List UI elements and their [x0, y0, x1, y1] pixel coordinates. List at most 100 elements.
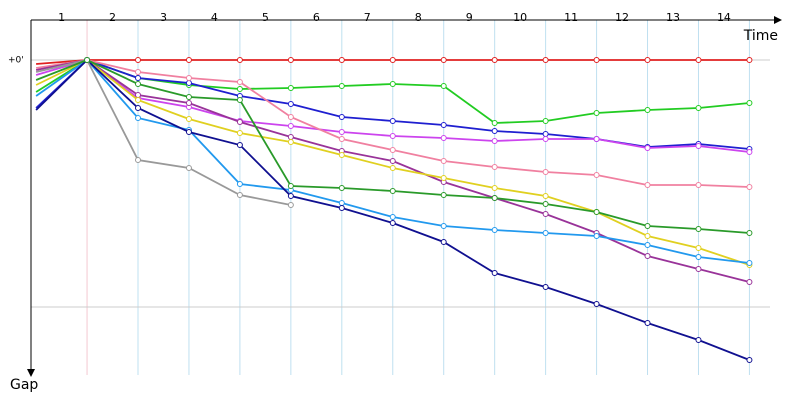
lap-label: 13	[666, 11, 680, 24]
point	[644, 223, 651, 229]
lap-label: 6	[313, 11, 320, 24]
lap-label: 14	[717, 11, 731, 24]
point	[491, 128, 498, 134]
point	[287, 193, 294, 199]
point	[695, 254, 702, 260]
point	[695, 57, 702, 63]
point	[593, 209, 600, 215]
point	[236, 130, 243, 136]
point	[185, 100, 192, 106]
point	[644, 107, 651, 113]
point	[644, 182, 651, 188]
point	[236, 79, 243, 85]
point	[287, 57, 294, 63]
point	[695, 143, 702, 149]
point	[236, 192, 243, 198]
point	[185, 129, 192, 135]
point	[135, 92, 141, 98]
point	[440, 223, 447, 229]
point	[746, 149, 753, 155]
point	[135, 115, 141, 121]
point	[542, 284, 549, 290]
point	[287, 139, 294, 145]
point	[135, 75, 141, 81]
point	[440, 135, 447, 141]
point	[491, 120, 498, 126]
point	[440, 192, 447, 198]
point	[644, 320, 651, 326]
lap-label: 10	[513, 11, 527, 24]
point	[236, 119, 243, 125]
point	[135, 105, 141, 111]
lap-label: 1	[58, 11, 65, 24]
point	[84, 57, 91, 63]
point	[389, 158, 396, 164]
point	[542, 201, 549, 207]
point	[542, 118, 549, 124]
lap-label: 8	[415, 11, 422, 24]
point	[185, 165, 192, 171]
point	[338, 205, 345, 211]
point	[695, 182, 702, 188]
point	[236, 57, 243, 63]
point	[746, 357, 753, 363]
point	[338, 114, 345, 120]
point	[389, 220, 396, 226]
lap-label: 5	[262, 11, 269, 24]
point	[491, 270, 498, 276]
lap-label: 4	[211, 11, 218, 24]
lap-label: 7	[364, 11, 371, 24]
point	[695, 245, 702, 251]
y-axis-label: Gap	[10, 377, 38, 393]
point	[644, 233, 651, 239]
point	[746, 57, 753, 63]
point	[135, 81, 141, 87]
point	[593, 57, 600, 63]
point	[440, 122, 447, 128]
point	[389, 57, 396, 63]
point	[338, 185, 345, 191]
y-tick-label: +0'	[8, 56, 24, 66]
point	[491, 185, 498, 191]
point	[491, 195, 498, 201]
point	[389, 81, 396, 87]
point	[287, 123, 294, 129]
lap-label: 9	[466, 11, 473, 24]
point	[746, 184, 753, 190]
point	[746, 279, 753, 285]
lap-label: 3	[160, 11, 167, 24]
point	[440, 158, 447, 164]
point	[542, 131, 549, 137]
point	[695, 105, 702, 111]
point	[287, 114, 294, 120]
point	[440, 239, 447, 245]
point	[644, 253, 651, 259]
point	[236, 97, 243, 103]
point	[746, 100, 753, 106]
point	[236, 142, 243, 148]
point	[389, 188, 396, 194]
point	[135, 157, 141, 163]
point	[135, 97, 141, 103]
point	[236, 86, 243, 92]
point	[440, 175, 447, 181]
point	[287, 202, 294, 208]
point	[695, 337, 702, 343]
point	[593, 172, 600, 178]
point	[440, 83, 447, 89]
point	[695, 266, 702, 272]
point	[593, 136, 600, 142]
point	[593, 233, 600, 239]
point	[338, 136, 345, 142]
point	[746, 230, 753, 236]
point	[389, 118, 396, 124]
point	[644, 145, 651, 151]
point	[135, 57, 141, 63]
point	[491, 227, 498, 233]
point	[644, 242, 651, 248]
lap-label: 12	[615, 11, 629, 24]
point	[644, 57, 651, 63]
point	[746, 260, 753, 266]
